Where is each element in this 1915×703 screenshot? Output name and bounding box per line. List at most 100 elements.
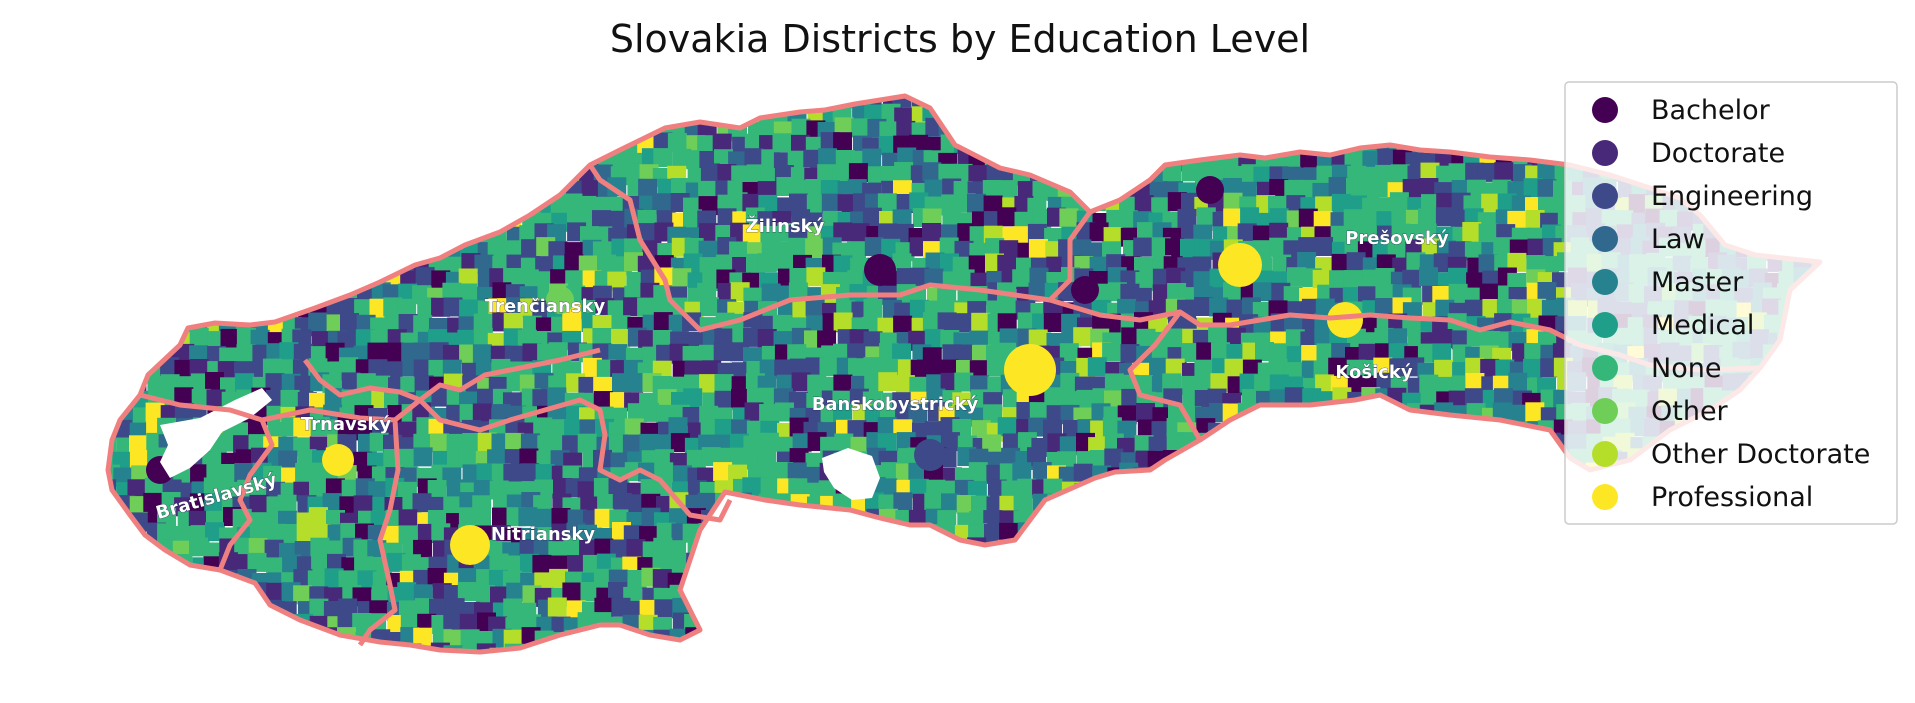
district-cell bbox=[1255, 96, 1275, 108]
district-cell bbox=[1507, 494, 1526, 514]
district-cell bbox=[1298, 432, 1318, 452]
district-cell bbox=[176, 193, 196, 213]
district-cell bbox=[493, 105, 512, 125]
district-cell bbox=[236, 226, 256, 246]
district-cell bbox=[352, 177, 372, 197]
district-cell bbox=[1087, 586, 1107, 606]
district-cell bbox=[220, 195, 240, 215]
district-cell bbox=[998, 645, 1018, 652]
district-cell bbox=[1328, 527, 1348, 546]
district-cell bbox=[506, 582, 526, 602]
district-cell bbox=[1542, 450, 1562, 469]
district-cell bbox=[1151, 556, 1171, 576]
district-cell bbox=[730, 522, 750, 542]
district-cell bbox=[427, 211, 447, 231]
district-cell bbox=[489, 96, 509, 108]
district-cell bbox=[278, 629, 298, 649]
district-cell bbox=[1448, 106, 1468, 125]
district-cell bbox=[312, 239, 332, 259]
district-cell bbox=[399, 105, 418, 125]
district-cell bbox=[1314, 328, 1334, 348]
district-cell bbox=[1375, 572, 1395, 592]
region-label-kosicky: Košický bbox=[1335, 362, 1413, 383]
district-cell bbox=[207, 587, 227, 606]
district-cell bbox=[1314, 121, 1333, 141]
district-cell bbox=[1287, 632, 1307, 652]
district-cell bbox=[1181, 599, 1201, 618]
district-cell bbox=[1495, 133, 1515, 153]
district-cell bbox=[1242, 467, 1262, 487]
district-cell bbox=[997, 207, 1017, 227]
district-cell bbox=[971, 420, 991, 440]
district-cell bbox=[1001, 480, 1021, 500]
district-cell bbox=[1479, 524, 1499, 544]
district-cell bbox=[176, 119, 196, 139]
district-cell bbox=[1752, 614, 1771, 634]
district-cell bbox=[1375, 658, 1394, 677]
district-cell bbox=[413, 315, 433, 335]
district-cell bbox=[1507, 252, 1527, 272]
district-cell bbox=[429, 96, 449, 107]
district-cell bbox=[652, 569, 672, 589]
district-cell bbox=[877, 526, 897, 545]
district-cell bbox=[113, 96, 133, 108]
district-cell bbox=[177, 300, 197, 320]
district-cell bbox=[1677, 538, 1697, 558]
district-cell bbox=[1122, 512, 1142, 532]
district-cell bbox=[1406, 642, 1426, 652]
district-cell bbox=[712, 133, 732, 153]
district-cell bbox=[1287, 586, 1307, 606]
district-cell bbox=[1387, 631, 1407, 651]
district-cell bbox=[1478, 254, 1498, 274]
district-cell bbox=[1224, 493, 1244, 513]
district-cell bbox=[324, 122, 344, 142]
district-cell bbox=[1241, 599, 1261, 618]
district-cell bbox=[1284, 404, 1303, 424]
district-cell bbox=[1313, 405, 1333, 425]
district-cell bbox=[458, 193, 478, 213]
district-cell bbox=[114, 257, 134, 276]
district-cell bbox=[473, 197, 493, 217]
district-cell bbox=[157, 585, 177, 605]
district-cell bbox=[146, 252, 166, 272]
district-cell bbox=[1360, 659, 1379, 678]
district-cell bbox=[1704, 597, 1724, 617]
district-cell bbox=[1137, 118, 1157, 138]
district-cell bbox=[267, 149, 287, 169]
district-cell bbox=[1448, 452, 1468, 472]
district-cell bbox=[1209, 494, 1229, 514]
district-cell bbox=[862, 602, 882, 622]
district-cell bbox=[1599, 659, 1618, 678]
district-cell bbox=[1523, 358, 1542, 378]
district-cell bbox=[567, 555, 586, 575]
district-cell bbox=[1480, 663, 1499, 682]
district-cell bbox=[1718, 630, 1737, 649]
district-cell bbox=[1136, 617, 1156, 636]
district-cell bbox=[776, 552, 796, 572]
district-cell bbox=[322, 96, 342, 107]
district-cell bbox=[926, 614, 945, 634]
district-cell bbox=[1118, 481, 1138, 501]
district-cell bbox=[490, 151, 510, 171]
district-cell bbox=[532, 554, 552, 574]
district-cell bbox=[399, 210, 419, 230]
district-cell bbox=[1120, 135, 1140, 155]
district-cell bbox=[504, 449, 524, 469]
district-cell bbox=[1676, 523, 1696, 543]
district-cell bbox=[624, 418, 644, 438]
district-cell bbox=[1464, 299, 1484, 319]
district-cell bbox=[277, 133, 296, 153]
district-cell bbox=[1314, 237, 1333, 256]
district-cell bbox=[1328, 582, 1348, 602]
district-cell bbox=[1418, 568, 1438, 588]
district-cell bbox=[507, 150, 527, 170]
district-cell bbox=[129, 209, 149, 229]
district-cell bbox=[1496, 103, 1516, 123]
district-cell bbox=[218, 96, 238, 108]
district-cell bbox=[789, 268, 809, 287]
district-cell bbox=[521, 136, 541, 156]
district-cell bbox=[98, 661, 117, 680]
district-cell bbox=[340, 196, 360, 216]
district-cell bbox=[1630, 601, 1650, 621]
district-cell bbox=[1237, 541, 1257, 561]
